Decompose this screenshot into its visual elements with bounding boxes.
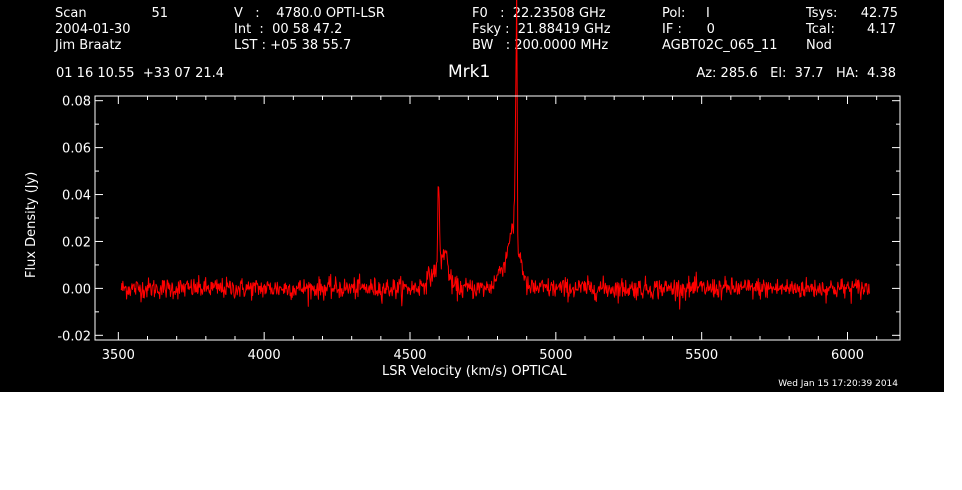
spectrum-chart: 3500 4000 4500 5000 5500 6000 -0.02 0.00 0.02 0.0… — [57, 0, 901, 363]
integration-line: Int : 00 58 47.2 — [234, 22, 343, 37]
spectrum-panel: Scan 51 2004-01-30 Jim Braatz V : 4780.0… — [0, 0, 944, 392]
x-tick-label: 3500 — [102, 348, 135, 363]
lst-line: LST : +05 38 55.7 — [234, 38, 352, 53]
x-tick-label: 4500 — [393, 348, 426, 363]
tsys-label: Tsys: — [806, 6, 838, 21]
velocity-line: V : 4780.0 OPTI-LSR — [234, 6, 385, 21]
plot-frame — [94, 95, 901, 341]
tcal-value: 4.17 — [867, 22, 896, 37]
timestamp: Wed Jan 15 17:20:39 2014 — [778, 379, 898, 389]
tsys-value: 42.75 — [860, 6, 898, 21]
x-tick-label: 5000 — [539, 348, 572, 363]
source-coordinates: 01 16 10.55 +33 07 21.4 — [56, 66, 225, 81]
obs-date: 2004-01-30 — [55, 22, 131, 37]
obs-mode: Nod — [806, 38, 832, 53]
fsky-line: Fsky : 21.88419 GHz — [472, 22, 611, 37]
az-el-ha: Az: 285.6 El: 37.7 HA: 4.38 — [696, 66, 896, 81]
if-line: IF : 0 — [662, 22, 715, 37]
project-id: AGBT02C_065_11 — [662, 38, 778, 53]
tcal-label: Tcal: — [806, 22, 835, 37]
spectrum-trace-0 — [120, 0, 870, 310]
y-tick-label: 0.08 — [62, 95, 91, 110]
scan-value: 51 — [151, 6, 168, 21]
y-tick-label: 0.06 — [62, 142, 91, 157]
f0-line: F0 : 22.23508 GHz — [472, 6, 606, 21]
y-tick-label: 0.04 — [62, 189, 91, 204]
polarization-line: Pol: I — [662, 6, 710, 21]
y-tick-label: -0.02 — [57, 329, 91, 344]
observer-name: Jim Braatz — [55, 38, 122, 53]
y-axis-label: Flux Density (Jy) — [24, 171, 39, 278]
x-tick-label: 6000 — [831, 348, 864, 363]
chart-title: Mrk1 — [448, 62, 491, 82]
y-tick-label: 0.00 — [62, 282, 91, 297]
bandwidth-line: BW : 200.0000 MHz — [472, 38, 609, 53]
scan-label: Scan — [55, 6, 87, 21]
x-axis-label: LSR Velocity (km/s) OPTICAL — [382, 364, 567, 379]
x-tick-label: 4000 — [248, 348, 281, 363]
y-tick-label: 0.02 — [62, 235, 91, 250]
x-tick-label: 5500 — [685, 348, 718, 363]
